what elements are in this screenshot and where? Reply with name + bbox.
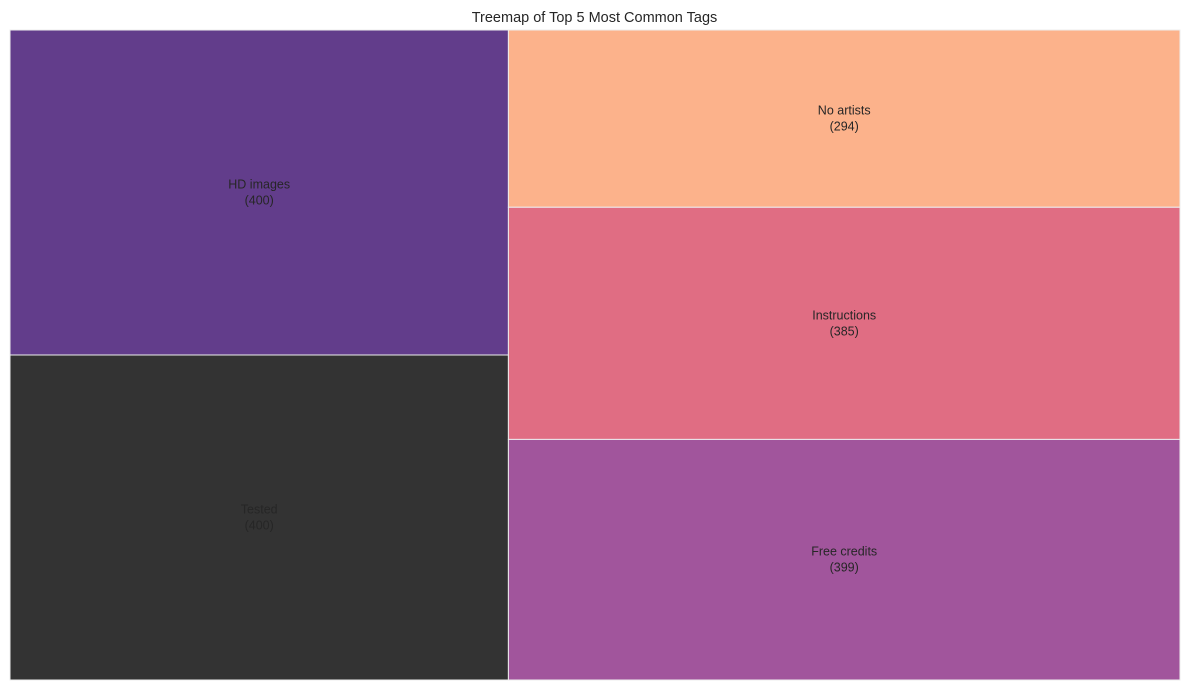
treemap-tiles [9, 29, 1181, 681]
tile-no-artists [507, 29, 1181, 208]
tile-value-hd-images: (400) [245, 194, 274, 208]
tile-label-no-artists: No artists [818, 104, 871, 118]
tile-instructions [507, 206, 1181, 440]
tile-value-tested: (400) [245, 519, 274, 533]
tile-label-free-credits: Free credits [811, 545, 877, 559]
tile-tested [9, 354, 509, 681]
tile-label-tested: Tested [241, 503, 278, 517]
tile-label-instructions: Instructions [812, 308, 876, 322]
tile-value-no-artists: (294) [830, 120, 859, 134]
chart-title: Treemap of Top 5 Most Common Tags [472, 10, 718, 26]
tile-value-free-credits: (399) [830, 561, 859, 575]
tile-hd-images [9, 29, 509, 356]
tile-label-hd-images: HD images [228, 178, 290, 192]
treemap-labels: HD images (400) Tested (400) No artists (294)… [228, 104, 877, 575]
tile-free-credits [507, 438, 1181, 681]
tile-value-instructions: (385) [830, 324, 859, 338]
